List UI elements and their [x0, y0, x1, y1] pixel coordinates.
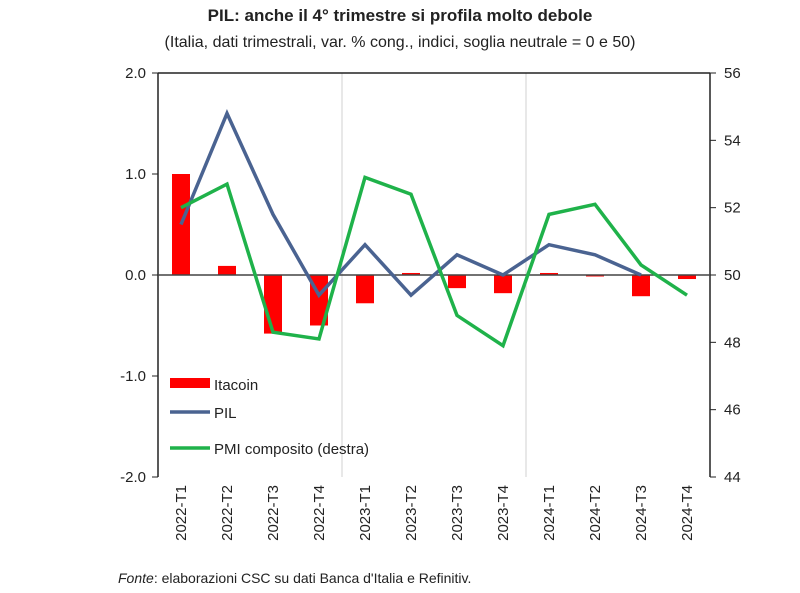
legend-swatch-itacoin — [170, 378, 210, 388]
legend-label: PMI composito (destra) — [214, 441, 369, 458]
legend-label: PIL — [214, 405, 237, 422]
x-tick-label: 2024-T1 — [541, 485, 558, 541]
bar-itacoin — [448, 275, 466, 289]
chart-title: PIL: anche il 4° trimestre si profila mo… — [207, 6, 593, 25]
right-tick-label: 48 — [724, 334, 741, 351]
x-tick-label: 2024-T4 — [679, 485, 696, 541]
x-tick-label: 2023-T2 — [403, 485, 420, 541]
right-tick-label: 46 — [724, 402, 741, 419]
bar-itacoin — [264, 275, 282, 334]
bar-itacoin — [356, 275, 374, 304]
source-note: Fonte: elaborazioni CSC su dati Banca d'… — [118, 570, 471, 586]
x-tick-label: 2023-T3 — [449, 485, 466, 541]
source-label: Fonte — [118, 570, 154, 586]
bar-itacoin — [218, 265, 236, 275]
bar-itacoin — [402, 272, 420, 275]
bar-itacoin — [494, 275, 512, 294]
left-tick-label: -2.0 — [120, 469, 146, 486]
x-tick-label: 2024-T2 — [587, 485, 604, 541]
chart-subtitle: (Italia, dati trimestrali, var. % cong.,… — [164, 34, 636, 51]
right-tick-label: 44 — [724, 469, 741, 486]
right-tick-label: 54 — [724, 132, 741, 149]
bar-itacoin — [540, 272, 558, 275]
x-tick-label: 2022-T3 — [265, 485, 282, 541]
bar-itacoin — [632, 275, 650, 297]
x-tick-label: 2023-T1 — [357, 485, 374, 541]
x-tick-label: 2024-T3 — [633, 485, 650, 541]
x-tick-label: 2022-T2 — [219, 485, 236, 541]
left-tick-label: 0.0 — [125, 267, 146, 284]
left-tick-label: 1.0 — [125, 166, 146, 183]
x-tick-label: 2022-T1 — [173, 485, 190, 541]
line-pmi — [180, 175, 688, 349]
x-tick-label: 2023-T4 — [495, 485, 512, 541]
right-tick-label: 52 — [724, 200, 741, 217]
source-text: : elaborazioni CSC su dati Banca d'Itali… — [153, 570, 472, 586]
line-pil — [179, 109, 642, 299]
x-tick-label: 2022-T4 — [311, 485, 328, 541]
right-tick-label: 50 — [724, 267, 741, 284]
bar-itacoin — [678, 275, 696, 280]
left-tick-label: -1.0 — [120, 368, 146, 385]
right-tick-label: 56 — [724, 65, 741, 82]
legend-label: Itacoin — [214, 377, 258, 394]
left-tick-label: 2.0 — [125, 65, 146, 82]
